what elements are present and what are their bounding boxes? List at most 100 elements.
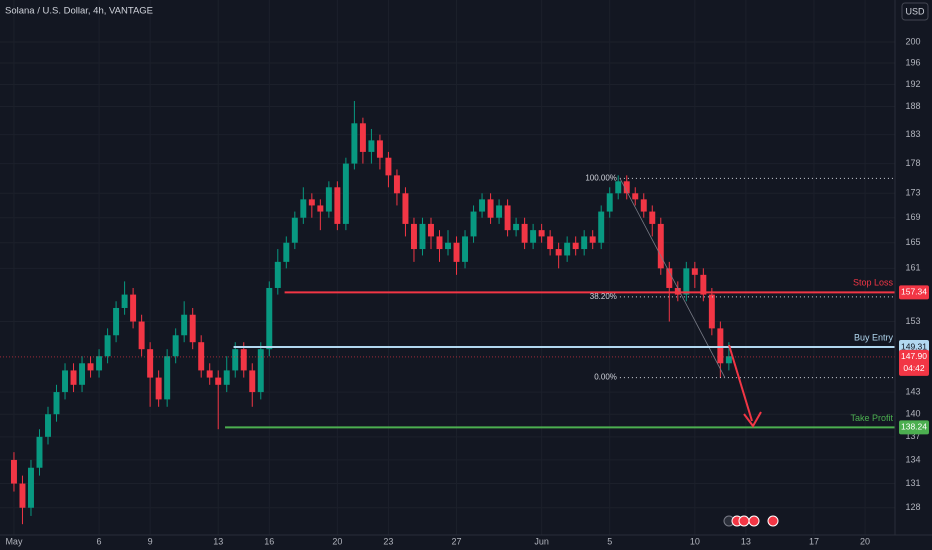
candle-body (717, 328, 724, 364)
candle-body (334, 187, 341, 224)
candle-body (291, 217, 298, 243)
candle-body (606, 193, 613, 212)
candle-body (232, 349, 239, 371)
candle-body (410, 223, 417, 250)
candle-body (53, 392, 60, 415)
x-tick-label: May (5, 536, 23, 546)
candle-body (453, 242, 460, 262)
candle-body (79, 363, 86, 385)
y-tick-label: 178 (905, 158, 920, 168)
candle-body (155, 377, 162, 400)
candle-body (521, 223, 528, 243)
x-tick-label: 20 (860, 536, 870, 546)
candle-body (223, 370, 230, 385)
candle-body (147, 349, 154, 378)
candle-body (445, 242, 451, 250)
event-icons (723, 515, 779, 527)
event-icon[interactable] (767, 515, 779, 527)
x-tick-label: 23 (383, 536, 393, 546)
candle-body (28, 467, 34, 508)
x-tick-label: Jun (534, 536, 549, 546)
y-tick-label: 188 (905, 101, 920, 111)
x-tick-label: 13 (741, 536, 751, 546)
level-name: Take Profit (850, 413, 893, 423)
candle-body (308, 199, 315, 206)
candle-body (691, 268, 698, 275)
candle-body (462, 236, 469, 262)
y-tick-label: 143 (905, 386, 920, 396)
x-tick-label: 10 (690, 536, 700, 546)
level-name: Stop Loss (853, 278, 894, 288)
candle-body (674, 287, 681, 295)
candle-body (172, 335, 179, 357)
candle-body (283, 242, 290, 262)
fib-label: 38.20% (590, 292, 617, 301)
price-badge-label: 149.31 (901, 341, 927, 351)
currency-button[interactable] (901, 2, 929, 21)
candle-body (470, 211, 477, 237)
candle-body (70, 370, 77, 385)
candle-body (547, 236, 554, 250)
candle-body (564, 242, 571, 256)
candle-body (513, 223, 520, 231)
candle-body (164, 356, 171, 400)
candle-body (104, 335, 111, 357)
countdown-label: 04:42 (903, 363, 925, 373)
level-name: Buy Entry (854, 332, 894, 342)
arrow (728, 344, 753, 422)
event-icon[interactable] (748, 515, 760, 527)
y-tick-label: 153 (905, 316, 920, 326)
candle-body (351, 123, 358, 164)
y-tick-label: 183 (905, 129, 920, 139)
candle-body (36, 436, 43, 468)
candle-body (666, 268, 673, 288)
price-badge (899, 420, 929, 435)
x-tick-label: 9 (148, 536, 153, 546)
x-tick-label: 16 (264, 536, 274, 546)
candle-body (257, 349, 264, 393)
candle-body (181, 314, 188, 336)
candle-body (504, 205, 511, 231)
candle-body (589, 236, 596, 243)
candle-body (725, 356, 732, 364)
candle-body (266, 287, 273, 350)
x-tick-label: 13 (213, 536, 223, 546)
x-tick-label: 20 (332, 536, 342, 546)
y-tick-label: 165 (905, 237, 920, 247)
candle-body (572, 242, 579, 250)
candle-body (198, 342, 205, 371)
plot (0, 100, 895, 525)
price-badge (899, 349, 929, 376)
price-badge-label: 147.90 (901, 351, 927, 361)
fib-label: 100.00% (585, 173, 617, 182)
x-tick-label: 5 (607, 536, 612, 546)
y-tick-label: 131 (905, 478, 920, 488)
candle-body (300, 199, 307, 218)
candle-body (700, 274, 707, 295)
candle-body (10, 459, 17, 484)
candle-body (708, 294, 715, 329)
candle-body (436, 236, 443, 250)
x-tick-label: 6 (97, 536, 102, 546)
candle-body (240, 349, 247, 371)
fib-label: 0.00% (594, 373, 617, 382)
arrow-head (743, 411, 762, 428)
candle-body (96, 356, 103, 371)
event-icon[interactable] (738, 515, 750, 527)
candle-body (419, 223, 426, 250)
price-badge-label: 138.24 (901, 422, 927, 432)
candle-body (479, 199, 486, 212)
y-tick-label: 137 (905, 431, 920, 441)
chart-title: Solana / U.S. Dollar, 4h, VANTAGE (5, 6, 153, 17)
candle-body (487, 199, 494, 218)
candle-body (632, 193, 639, 200)
y-tick-label: 169 (905, 212, 920, 222)
candle-body (538, 230, 545, 237)
y-tick-label: 192 (905, 79, 920, 89)
y-tick-label: 173 (905, 188, 920, 198)
currency-label[interactable]: USD (905, 6, 925, 16)
candle-body (87, 363, 94, 371)
candle-body (45, 414, 51, 437)
